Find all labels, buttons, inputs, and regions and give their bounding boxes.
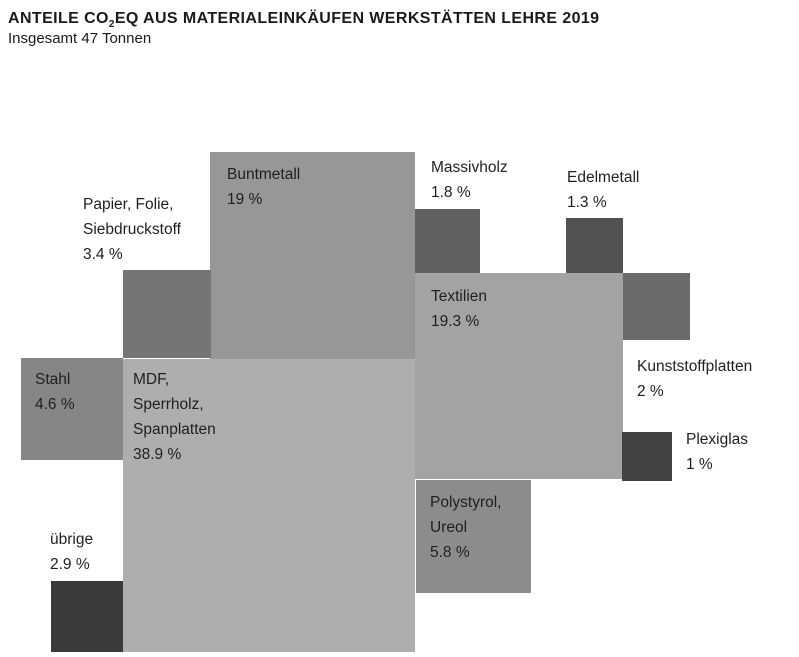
label-polystyrol-ureol: Polystyrol, Ureol 5.8 % (430, 490, 502, 565)
label-papier-folie-line: Papier, Folie, (83, 196, 174, 213)
label-edelmetall: Edelmetall 1.3 % (567, 165, 639, 215)
label-plexiglas-line: Plexiglas (686, 431, 749, 448)
label-mdf-sperrholz-line: 38.9 % (133, 446, 182, 463)
label-textilien-line: 19.3 % (431, 313, 480, 330)
tile-stahl (21, 358, 123, 460)
label-polystyrol-ureol-line: 5.8 % (430, 544, 470, 561)
tile-buntmetall (210, 152, 415, 359)
tile-kunststoffplatten (623, 273, 690, 340)
label-textilien-line: Textilien (431, 288, 487, 305)
tile-edelmetall (566, 218, 623, 273)
tile-plexiglas (622, 432, 672, 481)
label-plexiglas: Plexiglas 1 % (686, 427, 748, 477)
tile-uebrige (51, 581, 123, 652)
label-kunststoffplatten: Kunststoffplatten 2 % (637, 354, 752, 404)
label-buntmetall-line: 19 % (227, 191, 263, 208)
label-plexiglas-line: 1 % (686, 456, 713, 473)
tile-textilien (415, 273, 623, 479)
label-edelmetall-line: 1.3 % (567, 194, 607, 211)
label-polystyrol-ureol-line: Polystyrol, (430, 494, 502, 511)
label-buntmetall: Buntmetall 19 % (227, 162, 300, 212)
label-kunststoffplatten-line: Kunststoffplatten (637, 358, 753, 375)
tile-polystyrol-ureol (416, 480, 531, 593)
title-subscript: 2 (108, 19, 115, 31)
label-polystyrol-ureol-line: Ureol (430, 519, 468, 536)
label-stahl-line: 4.6 % (35, 396, 75, 413)
title-text-post: EQ AUS MATERIALEINKÄUFEN WERKSTÄTTEN LEH… (114, 10, 600, 27)
label-massivholz: Massivholz 1.8 % (431, 155, 508, 205)
tile-papier-folie (123, 270, 211, 358)
label-mdf-sperrholz-line: Sperrholz, (133, 396, 204, 413)
chart-title: ANTEILE CO2EQ AUS MATERIALEINKÄUFEN WERK… (8, 8, 600, 31)
label-uebrige: übrige 2.9 % (50, 527, 93, 577)
tile-mdf-sperrholz (123, 359, 415, 652)
label-stahl-line: Stahl (35, 371, 71, 388)
label-massivholz-line: 1.8 % (431, 184, 471, 201)
label-papier-folie-line: 3.4 % (83, 246, 123, 263)
chart-subtitle: Insgesamt 47 Tonnen (8, 30, 152, 47)
chart-header: ANTEILE CO2EQ AUS MATERIALEINKÄUFEN WERK… (8, 8, 599, 49)
label-kunststoffplatten-line: 2 % (637, 383, 664, 400)
label-mdf-sperrholz: MDF, Sperrholz, Spanplatten 38.9 % (133, 367, 216, 467)
label-papier-folie-line: Siebdruckstoff (83, 221, 181, 238)
label-papier-folie: Papier, Folie, Siebdruckstoff 3.4 % (83, 192, 181, 267)
title-text-pre: ANTEILE CO (8, 10, 109, 27)
tile-massivholz (415, 209, 480, 273)
label-stahl: Stahl 4.6 % (35, 367, 75, 417)
label-edelmetall-line: Edelmetall (567, 169, 640, 186)
label-uebrige-line: übrige (50, 531, 94, 548)
label-uebrige-line: 2.9 % (50, 556, 90, 573)
label-buntmetall-line: Buntmetall (227, 166, 301, 183)
label-massivholz-line: Massivholz (431, 159, 508, 176)
label-textilien: Textilien 19.3 % (431, 284, 487, 334)
label-mdf-sperrholz-line: MDF, (133, 371, 170, 388)
label-mdf-sperrholz-line: Spanplatten (133, 421, 216, 438)
